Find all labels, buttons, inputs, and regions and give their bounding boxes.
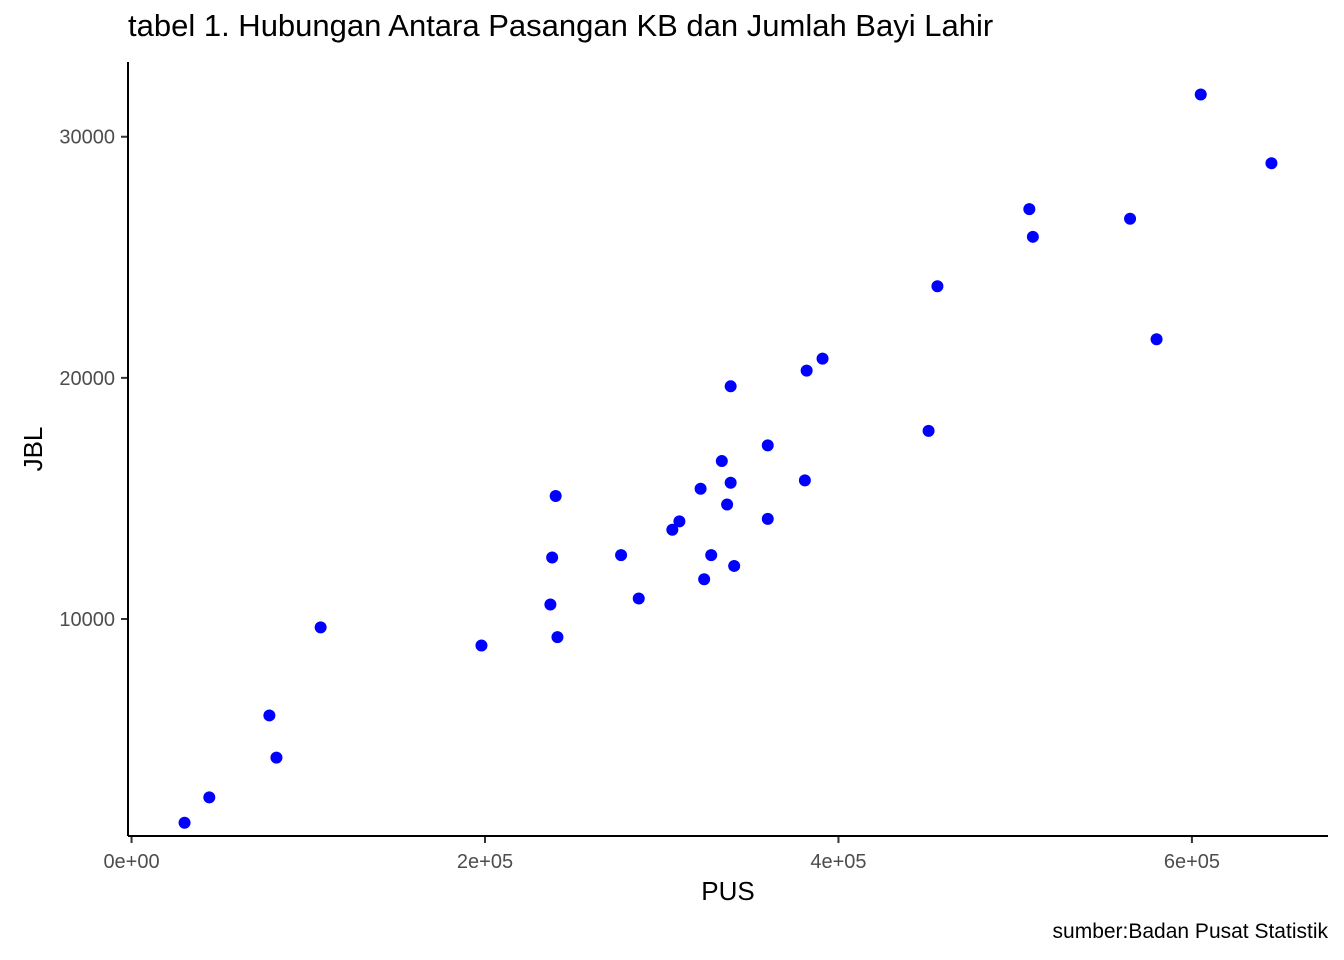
x-axis-title: PUS	[701, 876, 754, 906]
data-points	[178, 88, 1278, 829]
data-point	[715, 455, 728, 468]
x-tick-label: 6e+05	[1164, 851, 1220, 873]
y-tick-label: 10000	[59, 609, 115, 631]
data-point	[203, 791, 216, 804]
data-point	[1124, 212, 1137, 225]
data-point	[724, 380, 737, 393]
x-tick-label: 0e+00	[103, 851, 159, 873]
data-point	[1026, 230, 1039, 243]
data-point	[694, 482, 707, 495]
data-point	[761, 512, 774, 525]
data-point	[1194, 88, 1207, 101]
data-point	[728, 559, 741, 572]
data-point	[705, 549, 718, 562]
data-point	[666, 523, 679, 536]
chart-title: tabel 1. Hubungan Antara Pasangan KB dan…	[128, 8, 994, 43]
data-point	[673, 515, 686, 528]
data-point	[698, 573, 711, 586]
y-axis-title: JBL	[18, 427, 48, 472]
y-tick-label: 30000	[59, 127, 115, 149]
x-axis-ticks: 0e+00 2e+05 4e+05 6e+05	[103, 836, 1220, 873]
data-point	[1265, 157, 1278, 170]
data-point	[263, 709, 276, 722]
y-tick-label: 20000	[59, 368, 115, 390]
data-point	[615, 549, 628, 562]
data-point	[475, 639, 488, 652]
data-point	[549, 490, 562, 503]
data-point	[721, 498, 734, 511]
y-axis-ticks: 10000 20000 30000	[59, 127, 128, 631]
data-point	[761, 439, 774, 452]
chart-caption: sumber:Badan Pusat Statistik	[1052, 920, 1328, 943]
data-point	[724, 476, 737, 489]
data-point	[632, 592, 645, 605]
x-tick-label: 4e+05	[810, 851, 866, 873]
data-point	[544, 598, 557, 611]
data-point	[922, 424, 935, 437]
data-point	[546, 551, 559, 564]
data-point	[551, 631, 564, 644]
data-point	[1150, 333, 1163, 346]
data-point	[816, 352, 829, 365]
data-point	[178, 816, 191, 829]
data-point	[314, 621, 327, 634]
data-point	[270, 751, 283, 764]
data-point	[931, 280, 944, 293]
data-point	[798, 474, 811, 487]
data-point	[800, 364, 813, 377]
x-tick-label: 2e+05	[457, 851, 513, 873]
data-point	[1023, 203, 1036, 216]
